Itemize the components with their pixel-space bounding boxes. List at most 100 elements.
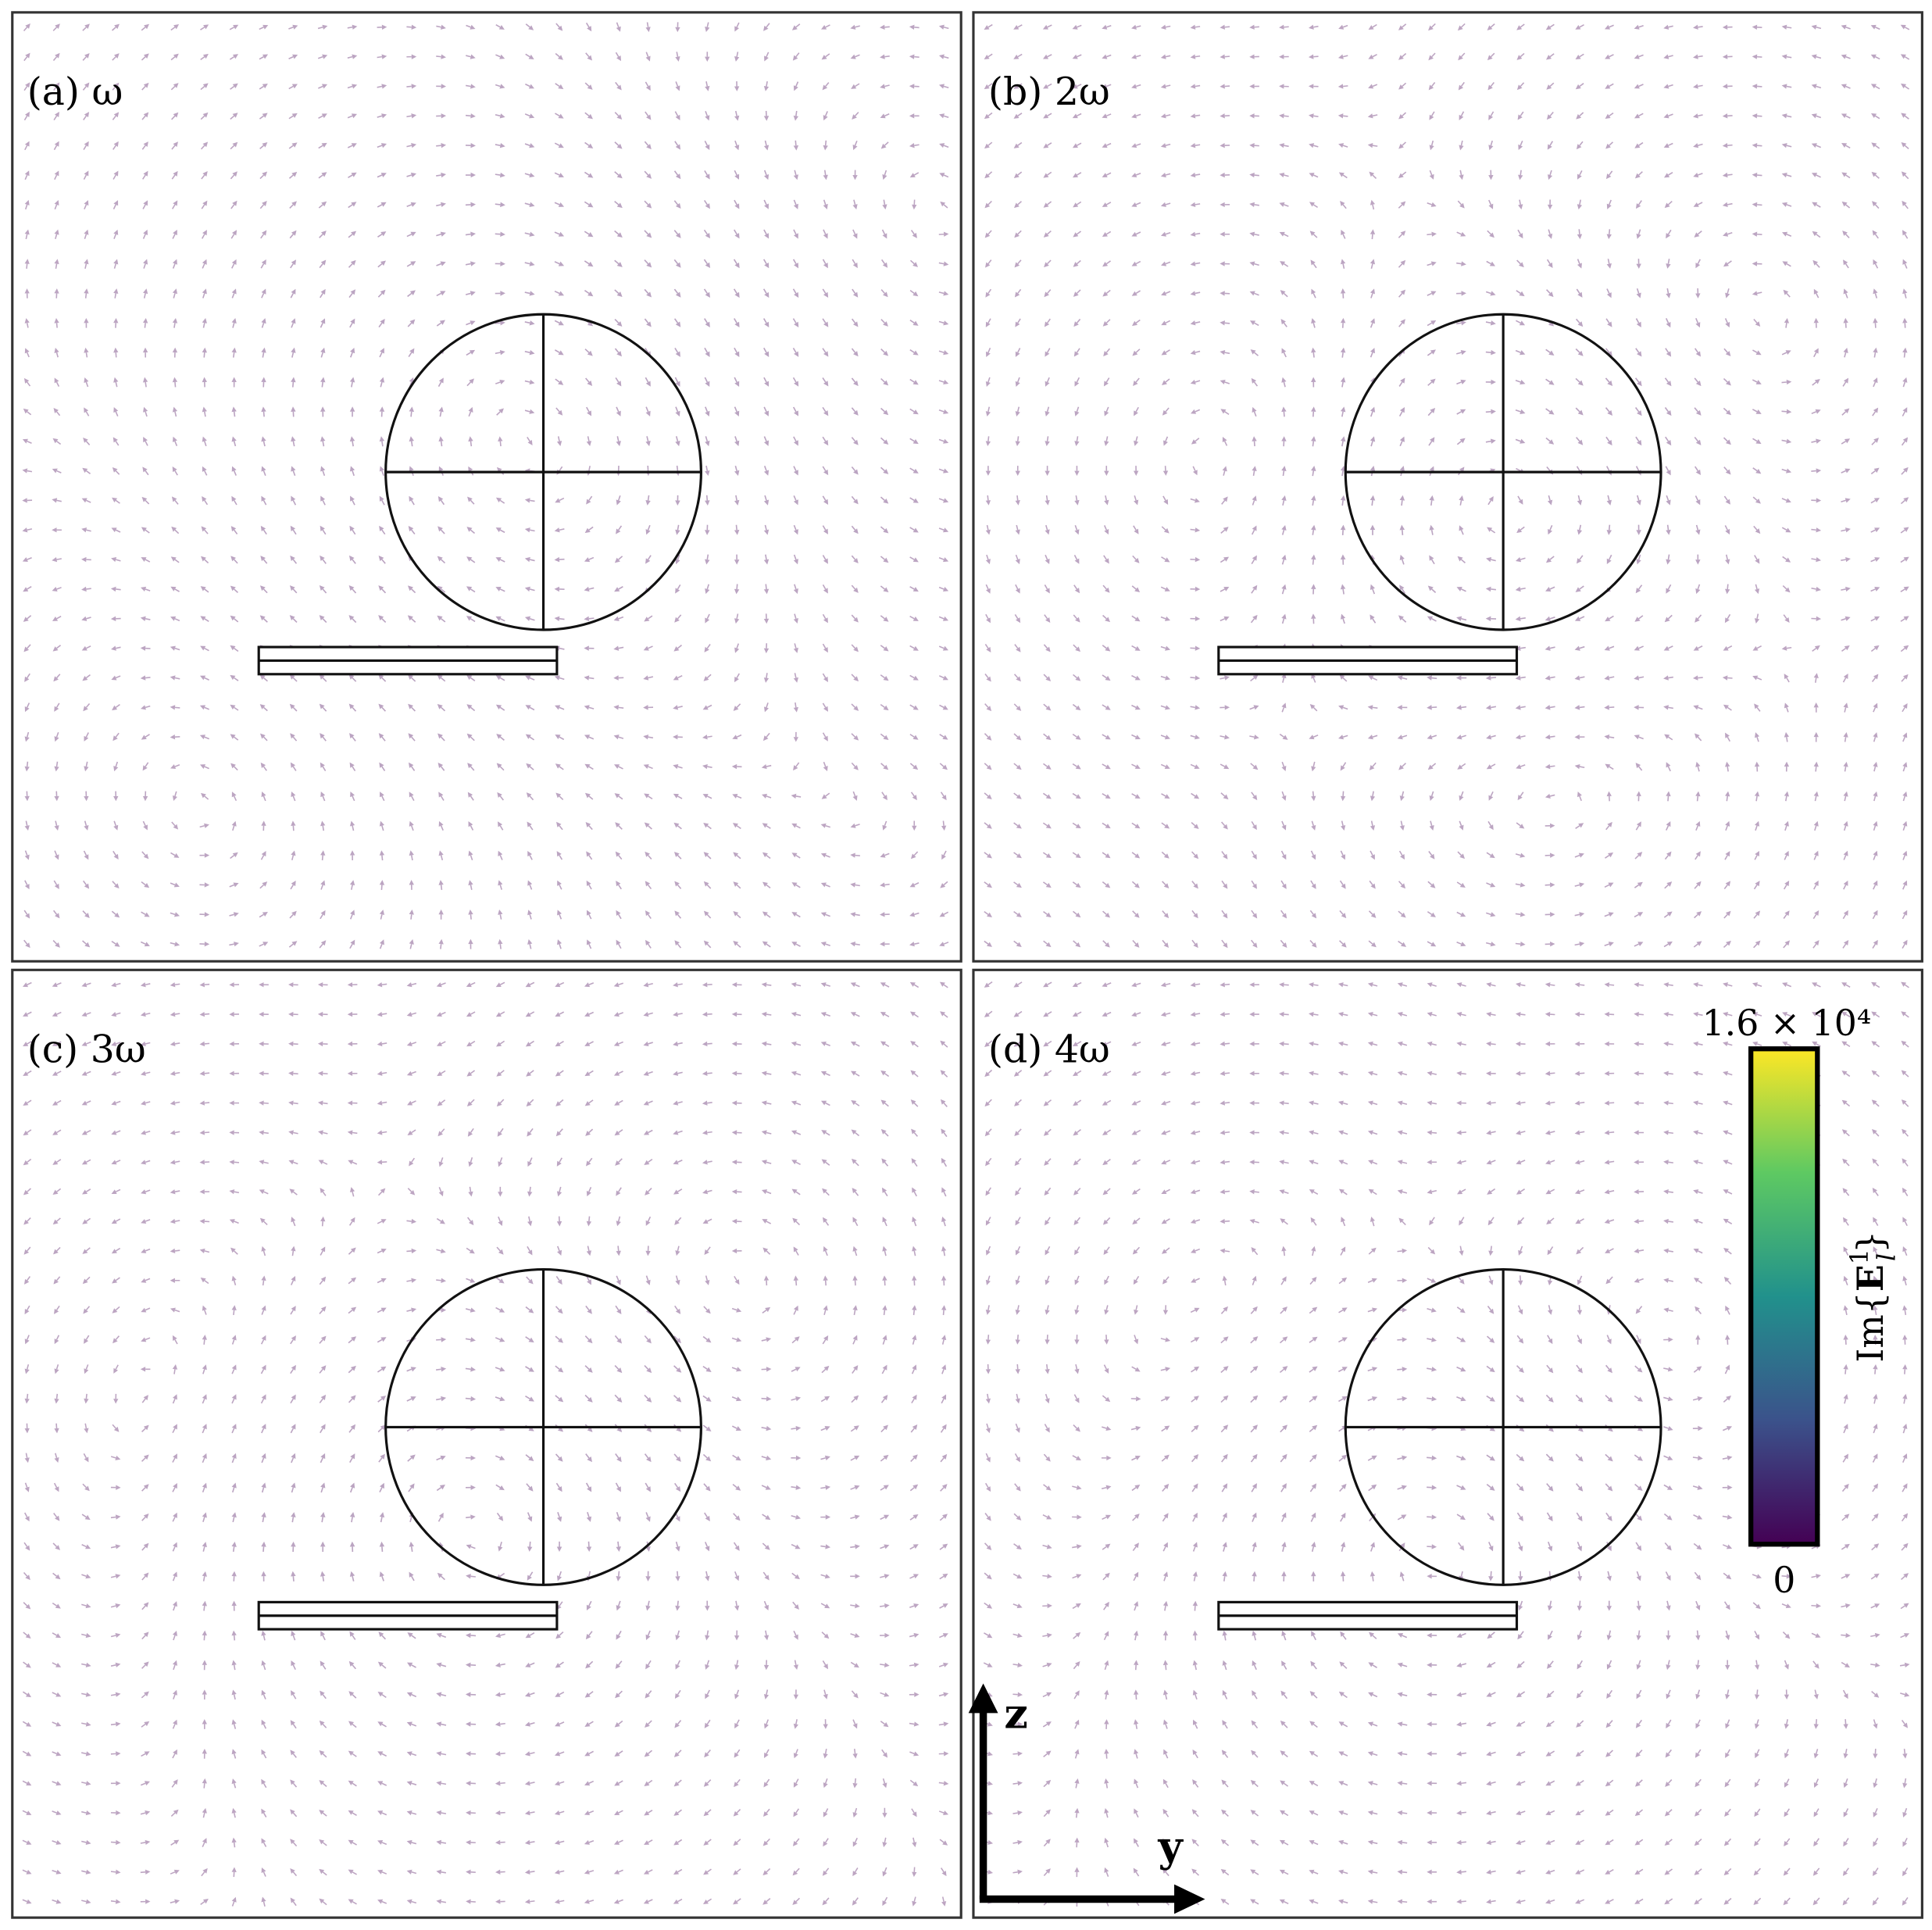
- field-arrow: [791, 852, 801, 859]
- arrow-shaft: [347, 145, 353, 148]
- field-arrow: [349, 733, 356, 742]
- field-arrow: [1220, 231, 1230, 237]
- arrow-shaft: [793, 199, 797, 206]
- arrow-head: [764, 291, 770, 298]
- arrow-shaft: [1874, 174, 1880, 179]
- field-arrow: [290, 259, 297, 269]
- arrow-head: [1311, 288, 1316, 295]
- field-arrow: [732, 823, 741, 830]
- arrow-head: [673, 675, 679, 681]
- arrow-head: [83, 437, 88, 443]
- arrow-head: [351, 113, 358, 119]
- arrow-head: [320, 733, 325, 739]
- field-arrow: [495, 527, 505, 534]
- arrow-shaft: [1017, 230, 1022, 235]
- arrow-head: [321, 84, 328, 89]
- arrow-head: [850, 823, 856, 828]
- arrow-shaft: [524, 321, 530, 324]
- arrow-shaft: [27, 615, 32, 620]
- arrow-shaft: [1845, 55, 1851, 59]
- arrow-shaft: [24, 880, 28, 885]
- field-arrow: [437, 496, 445, 506]
- arrow-shaft: [52, 940, 58, 945]
- arrow-head: [1429, 173, 1434, 180]
- field-arrow: [113, 761, 119, 772]
- arrow-shaft: [200, 85, 205, 91]
- field-arrow: [436, 202, 447, 208]
- field-arrow: [1429, 140, 1434, 151]
- arrow-head: [764, 410, 770, 416]
- arrow-shaft: [1135, 290, 1141, 295]
- arrow-head: [24, 854, 30, 860]
- arrow-shaft: [83, 115, 87, 120]
- field-arrow: [763, 377, 770, 387]
- arrow-shaft: [524, 232, 530, 235]
- arrow-head: [1400, 201, 1406, 207]
- arrow-shaft: [766, 23, 770, 28]
- field-arrow: [1811, 24, 1822, 30]
- arrow-head: [1400, 231, 1406, 236]
- field-arrow: [1606, 259, 1612, 269]
- field-arrow: [585, 22, 592, 32]
- arrow-shaft: [822, 495, 827, 501]
- field-arrow: [527, 880, 533, 890]
- arrow-shaft: [54, 174, 58, 180]
- arrow-shaft: [524, 262, 530, 265]
- field-arrow: [202, 377, 208, 388]
- arrow-shaft: [408, 352, 412, 358]
- arrow-shaft: [795, 913, 801, 918]
- arrow-head: [882, 262, 888, 268]
- arrow-shaft: [703, 199, 709, 206]
- arrow-shaft: [116, 646, 121, 649]
- field-arrow: [673, 852, 682, 860]
- arrow-head: [378, 556, 384, 562]
- field-arrow: [1190, 261, 1201, 266]
- arrow-shaft: [23, 56, 28, 62]
- arrow-head: [880, 143, 887, 149]
- field-arrow: [1309, 231, 1318, 238]
- arrow-head: [616, 143, 623, 149]
- arrow-shaft: [764, 524, 767, 531]
- arrow-shaft: [116, 559, 121, 562]
- arrow-head: [912, 291, 919, 297]
- field-arrow: [525, 734, 535, 741]
- arrow-head: [883, 734, 889, 741]
- field-arrow: [880, 407, 889, 416]
- arrow-head: [939, 173, 945, 177]
- arrow-shaft: [525, 23, 530, 28]
- field-arrow: [1516, 259, 1524, 268]
- arrow-head: [320, 762, 325, 768]
- arrow-shaft: [909, 408, 915, 413]
- arrow-shaft: [793, 554, 797, 560]
- field-arrow: [938, 261, 949, 266]
- arrow-head: [141, 496, 148, 502]
- arrow-shaft: [559, 855, 563, 860]
- arrow-shaft: [229, 55, 235, 60]
- arrow-shaft: [855, 913, 860, 917]
- field-arrow: [1605, 54, 1614, 59]
- field-arrow: [674, 881, 682, 889]
- arrow-head: [23, 408, 29, 414]
- arrow-head: [470, 291, 476, 296]
- arrow-shaft: [200, 145, 205, 150]
- arrow-head: [734, 321, 740, 328]
- arrow-head: [1693, 54, 1698, 59]
- arrow-shaft: [1490, 140, 1494, 146]
- arrow-head: [52, 438, 59, 444]
- field-arrow: [291, 791, 296, 802]
- field-arrow: [1249, 84, 1259, 89]
- arrow-head: [111, 527, 117, 533]
- arrow-shaft: [470, 855, 473, 860]
- field-arrow: [616, 436, 621, 447]
- arrow-head: [823, 706, 828, 712]
- field-arrow: [614, 141, 623, 149]
- arrow-head: [1695, 263, 1701, 269]
- field-arrow: [436, 54, 446, 59]
- field-arrow: [820, 912, 830, 917]
- arrow-shaft: [27, 586, 32, 590]
- field-arrow: [1901, 83, 1910, 90]
- arrow-head: [528, 54, 534, 59]
- arrow-head: [584, 705, 590, 710]
- field-arrow: [762, 259, 770, 269]
- arrow-head: [1338, 143, 1345, 148]
